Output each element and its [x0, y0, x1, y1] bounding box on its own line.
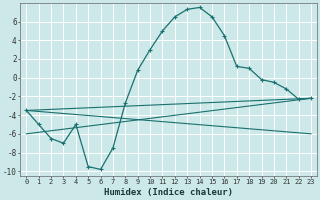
X-axis label: Humidex (Indice chaleur): Humidex (Indice chaleur): [104, 188, 233, 197]
